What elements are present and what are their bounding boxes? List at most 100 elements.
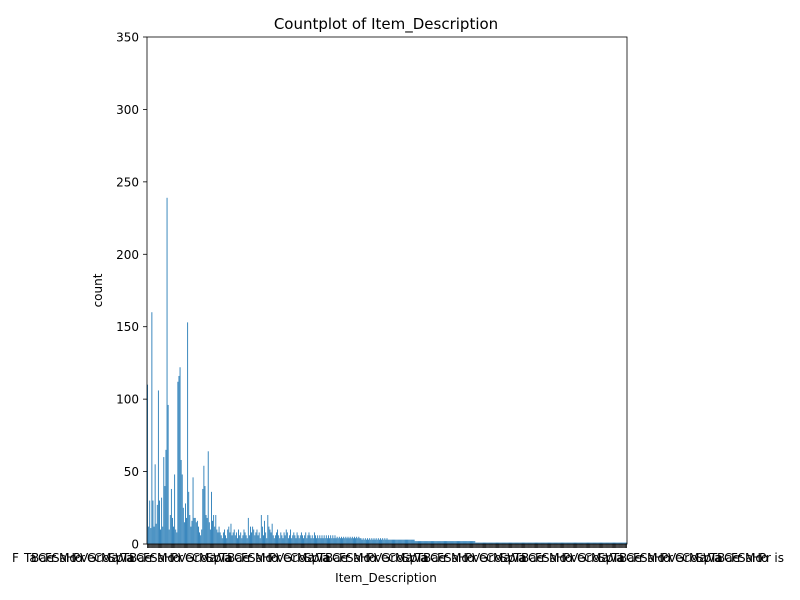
bar xyxy=(479,542,481,544)
bar xyxy=(401,539,403,544)
bar xyxy=(519,542,521,544)
x-tick-label: Fr xyxy=(241,551,252,565)
x-tick-label: Ta xyxy=(219,551,233,565)
bar xyxy=(520,542,522,544)
x-tick-label: Wa xyxy=(409,551,427,565)
x-tick-label: Ve xyxy=(80,551,95,565)
y-tick-label: 100 xyxy=(116,393,139,407)
bar xyxy=(491,542,493,544)
bar xyxy=(462,541,464,544)
bar xyxy=(411,539,413,544)
bar xyxy=(374,539,376,544)
bar xyxy=(576,542,578,544)
bar xyxy=(395,539,397,544)
x-tick-label: Pr xyxy=(367,551,379,565)
bar xyxy=(518,542,520,544)
bar xyxy=(260,515,262,544)
bar xyxy=(564,542,566,544)
bar xyxy=(149,500,151,544)
x-tick-label: Ba xyxy=(521,551,537,565)
x-tick-label: Co xyxy=(94,551,110,565)
x-tick-label: Ho xyxy=(66,551,82,565)
bar xyxy=(493,542,495,544)
bar xyxy=(485,542,487,544)
bar xyxy=(559,542,561,544)
bar xyxy=(167,404,169,544)
bar xyxy=(297,535,299,544)
bar xyxy=(362,538,364,544)
bar xyxy=(402,539,404,544)
y-axis-label: count xyxy=(91,273,105,307)
bar xyxy=(365,539,367,544)
bar xyxy=(419,541,420,544)
x-tick-label: Co xyxy=(192,551,208,565)
bar xyxy=(219,532,221,544)
bar xyxy=(490,542,492,544)
bar xyxy=(201,529,203,544)
x-tick-label: Ta xyxy=(121,551,135,565)
bar xyxy=(199,532,200,544)
bar xyxy=(225,535,226,544)
bar xyxy=(287,538,289,544)
x-tick-label: Sa xyxy=(640,551,655,565)
bar xyxy=(277,529,278,544)
bar xyxy=(600,542,601,544)
bar xyxy=(292,535,294,544)
bar xyxy=(454,541,456,544)
bar xyxy=(555,542,557,544)
bar xyxy=(364,538,366,544)
bar xyxy=(624,542,626,544)
x-tick-label: Ce xyxy=(626,551,642,565)
bar xyxy=(509,542,510,544)
x-tick-label: Co xyxy=(290,551,306,565)
bar xyxy=(605,542,607,544)
bar xyxy=(623,542,625,544)
bar xyxy=(432,541,433,544)
x-tick-label: Sa xyxy=(542,551,557,565)
y-tick-label: 150 xyxy=(116,320,139,334)
bar xyxy=(196,520,198,544)
bar xyxy=(425,541,427,544)
bar xyxy=(498,542,500,544)
bar xyxy=(148,526,150,544)
bar xyxy=(198,526,199,544)
bar xyxy=(503,542,505,544)
bar xyxy=(248,535,250,544)
bar xyxy=(487,542,489,544)
x-tick-label: Fr xyxy=(143,551,154,565)
x-tick-label: Pr xyxy=(563,551,575,565)
x-tick-label: Wa xyxy=(605,551,623,565)
bar xyxy=(477,542,479,544)
y-tick-label: 200 xyxy=(116,248,139,262)
x-tick-label: Wa xyxy=(115,551,133,565)
bar xyxy=(177,381,179,544)
x-tick-label: Co xyxy=(486,551,502,565)
x-tick-label: Sp xyxy=(598,551,613,565)
bar xyxy=(170,488,172,544)
y-tick-label: 50 xyxy=(124,465,139,479)
x-tick-label: Sa xyxy=(346,551,361,565)
bar xyxy=(280,532,282,544)
bar xyxy=(322,538,324,544)
bar xyxy=(293,532,295,544)
bar xyxy=(172,517,173,544)
bar xyxy=(539,542,541,544)
bar xyxy=(583,542,585,544)
x-tick-label: Ba xyxy=(227,551,243,565)
bar xyxy=(473,541,475,544)
bar xyxy=(422,541,424,544)
x-tick-label: Ce xyxy=(136,551,152,565)
bar xyxy=(284,535,286,544)
bar xyxy=(480,542,482,544)
bar xyxy=(410,539,412,544)
bar xyxy=(523,542,524,544)
x-axis-ticks xyxy=(147,544,627,548)
bar xyxy=(453,541,455,544)
bar xyxy=(147,384,148,544)
x-tick-label: Sp xyxy=(402,551,417,565)
bar xyxy=(571,542,573,544)
bar xyxy=(433,541,435,544)
bar xyxy=(589,542,591,544)
bar xyxy=(517,542,519,544)
